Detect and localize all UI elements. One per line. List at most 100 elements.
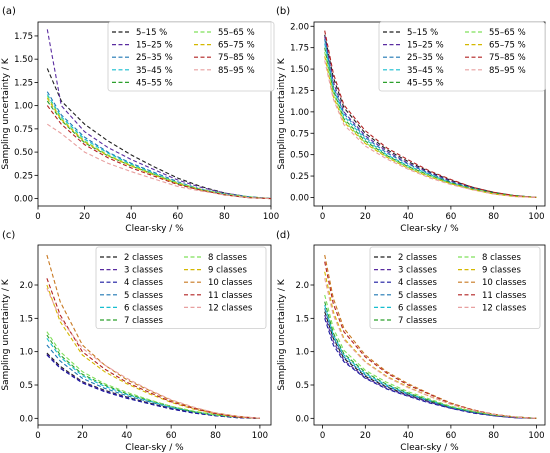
legend-frame	[378, 21, 546, 92]
x-tick-label: 40	[126, 212, 137, 222]
x-tick-label: 40	[403, 212, 414, 222]
legend-entry: 5–15 %	[407, 28, 438, 38]
series-line	[324, 308, 537, 419]
legend-entry: 6 classes	[124, 303, 163, 313]
y-tick-label: 1.0	[295, 348, 309, 358]
series-line	[46, 96, 272, 200]
legend-entry: 15–25 %	[136, 41, 173, 51]
y-tick-label: 1.5	[19, 314, 33, 324]
legend-entry: 35–45 %	[407, 66, 444, 76]
x-tick-label: 60	[445, 431, 456, 441]
y-tick-label: 1.50	[290, 65, 309, 75]
legend-entry: 8 classes	[482, 253, 521, 263]
x-tick-label: 20	[77, 431, 88, 441]
legend-entry: 85–95 %	[218, 66, 255, 76]
legend-frame	[107, 21, 275, 92]
y-axis-label: Sampling uncertainty / K	[1, 278, 11, 390]
x-tick-label: 60	[445, 212, 456, 222]
x-tick-label: 100	[528, 431, 544, 441]
legend-entry: 10 classes	[208, 278, 253, 288]
legend-entry: 25–35 %	[136, 53, 173, 63]
legend-entry: 10 classes	[482, 278, 527, 288]
legend-frame	[95, 246, 267, 329]
x-tick-label: 0	[320, 212, 325, 222]
legend-entry: 5 classes	[398, 291, 437, 301]
legend-entry: 12 classes	[208, 303, 253, 313]
legend-entry: 65–75 %	[489, 41, 526, 51]
y-tick-label: 0.50	[290, 151, 309, 161]
legend-entry: 9 classes	[482, 266, 521, 276]
panel-label: (c)	[2, 230, 15, 241]
series-line	[324, 261, 537, 419]
series-line	[46, 284, 260, 419]
legend-entry: 5 classes	[124, 291, 163, 301]
panel-0: (a) 0 20 40 60 80 100 0.00 0.25 0.50 0.75 1.00 1.25 1…	[1, 6, 279, 234]
x-tick-label: 60	[172, 212, 183, 222]
legend-entry: 7 classes	[124, 316, 163, 326]
panel-3: (d) 0 20 40 60 80 100 0.0 0.5 1.0 1.5 2.0 Clear-sky …	[276, 230, 546, 453]
legend-entry: 55–65 %	[218, 28, 255, 38]
legend-entry: 12 classes	[482, 303, 527, 313]
y-tick-label: 0.5	[19, 381, 33, 391]
series-line	[324, 51, 537, 198]
legend-entry: 2 classes	[124, 253, 163, 263]
legend-entry: 4 classes	[398, 278, 437, 288]
legend-entry: 25–35 %	[407, 53, 444, 63]
x-tick-label: 80	[488, 212, 499, 222]
legend-entry: 7 classes	[398, 316, 437, 326]
y-tick-label: 0.75	[14, 125, 33, 135]
legend-entry: 65–75 %	[218, 41, 255, 51]
y-tick-label: 1.50	[14, 55, 33, 65]
series-line	[46, 97, 272, 200]
x-tick-label: 40	[403, 431, 414, 441]
legend-entry: 11 classes	[208, 291, 253, 301]
y-tick-label: 0.25	[14, 171, 33, 181]
x-tick-label: 60	[166, 431, 177, 441]
series-line	[46, 353, 260, 419]
legend-entry: 8 classes	[208, 253, 247, 263]
series-line	[46, 352, 260, 419]
legend-entry: 9 classes	[208, 266, 247, 276]
legend-entry: 15–25 %	[407, 41, 444, 51]
y-tick-label: 2.00	[290, 22, 309, 32]
series-line	[46, 344, 260, 419]
legend-entry: 6 classes	[398, 303, 437, 313]
x-tick-label: 80	[210, 431, 221, 441]
y-tick-label: 1.25	[290, 86, 309, 96]
legend-entry: 2 classes	[398, 253, 437, 263]
legend-entry: 11 classes	[482, 291, 527, 301]
series-line	[324, 47, 537, 198]
x-axis-label: Clear-sky / %	[400, 224, 459, 234]
y-axis-label: Sampling uncertainty / K	[277, 57, 287, 169]
x-tick-label: 0	[35, 212, 40, 222]
y-tick-label: 1.00	[290, 108, 309, 118]
series-line	[46, 100, 272, 200]
panel-label: (a)	[2, 6, 16, 17]
series-line	[324, 60, 537, 198]
series-line	[46, 354, 260, 419]
axes-frame	[37, 244, 272, 426]
y-tick-label: 0.50	[14, 148, 33, 158]
series-line	[46, 278, 260, 419]
legend-entry: 3 classes	[398, 266, 437, 276]
legend-entry: 35–45 %	[136, 66, 173, 76]
y-tick-label: 1.25	[14, 78, 33, 88]
y-tick-label: 1.5	[295, 314, 309, 324]
y-tick-label: 0.00	[290, 193, 309, 203]
y-tick-label: 1.75	[14, 32, 33, 42]
y-tick-label: 0.75	[290, 129, 309, 139]
x-axis-label: Clear-sky / %	[125, 443, 184, 453]
x-tick-label: 20	[360, 431, 371, 441]
y-tick-label: 1.75	[290, 44, 309, 54]
x-axis-label: Clear-sky / %	[400, 443, 459, 453]
panel-2: (c) 0 20 40 60 80 100 0.0 0.5 1.0 1.5 2.0 Clear-sky …	[1, 230, 272, 453]
legend-entry: 5–15 %	[136, 28, 167, 38]
x-tick-label: 100	[528, 212, 544, 222]
series-line	[324, 34, 537, 198]
legend-entry: 55–65 %	[489, 28, 526, 38]
y-axis-label: Sampling uncertainty / K	[1, 57, 11, 169]
series-line	[324, 294, 537, 419]
panel-label: (b)	[276, 6, 290, 17]
y-tick-label: 2.0	[19, 281, 33, 291]
